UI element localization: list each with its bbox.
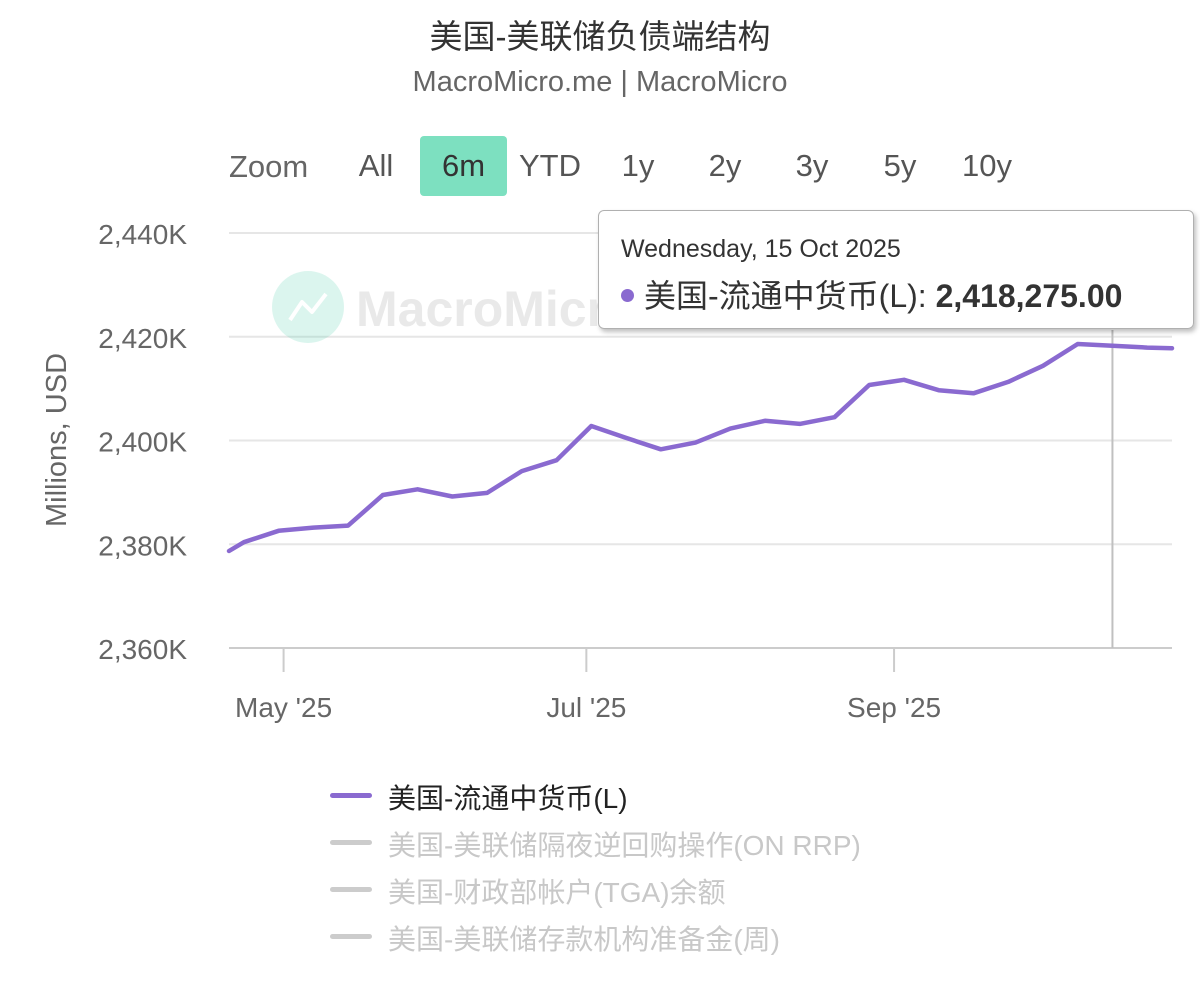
zoom-2y-button[interactable]: 2y: [708, 148, 742, 183]
legend-label: 美国-美联储存款机构准备金(周): [388, 924, 780, 955]
zoom-label: Zoom: [229, 149, 309, 184]
zoom-3y-button[interactable]: 3y: [795, 148, 829, 183]
chart-subtitle: MacroMicro.me | MacroMicro: [412, 66, 788, 98]
legend-label: 美国-财政部帐户(TGA)余额: [388, 877, 726, 908]
series-line-currency-in-circulation[interactable]: [226, 341, 1175, 554]
y-tick-label: 2,380K: [98, 530, 187, 561]
chart-title: 美国-美联储负债端结构: [429, 18, 771, 55]
y-tick-label: 2,360K: [98, 634, 187, 665]
x-tick-label: Jul '25: [546, 692, 626, 723]
tooltip-series-name: 美国-流通中货币(L):: [644, 278, 936, 314]
tooltip-value: 2,418,275.00: [935, 278, 1123, 314]
zoom-6m-button[interactable]: 6m: [420, 136, 507, 196]
zoom-bar: Zoom All 6m YTD 1y 2y 3y 5y 10y: [0, 136, 1200, 196]
legend-line-icon: [330, 887, 372, 892]
legend-label: 美国-美联储隔夜逆回购操作(ON RRP): [388, 830, 861, 861]
tooltip: Wednesday, 15 Oct 2025 美国-流通中货币(L): 2,41…: [598, 210, 1194, 329]
x-axis: May '25 Jul '25 Sep '25: [235, 648, 941, 723]
watermark-text: MacroMicro: [356, 281, 637, 337]
tooltip-row: 美国-流通中货币(L): 2,418,275.00: [621, 271, 1122, 317]
y-tick-label: 2,400K: [98, 427, 187, 458]
y-tick-label: 2,440K: [98, 219, 187, 250]
y-axis-label: Millions, USD: [41, 353, 73, 527]
legend-line-icon: [330, 934, 372, 939]
tooltip-date: Wednesday, 15 Oct 2025: [621, 235, 901, 263]
x-tick-label: Sep '25: [847, 692, 941, 723]
x-tick-label: May '25: [235, 692, 332, 723]
tooltip-series-dot-icon: [621, 289, 634, 303]
zoom-1y-button[interactable]: 1y: [621, 148, 655, 183]
zoom-10y-button[interactable]: 10y: [962, 148, 1012, 183]
zoom-all-button[interactable]: All: [358, 148, 394, 183]
legend-label: 美国-流通中货币(L): [388, 783, 628, 814]
y-tick-label: 2,420K: [98, 323, 187, 354]
y-axis: 2,360K 2,380K 2,400K 2,420K 2,440K: [98, 219, 187, 665]
zoom-ytd-button[interactable]: YTD: [519, 148, 581, 183]
watermark-logo-icon: [272, 271, 344, 343]
watermark: MacroMicro: [272, 271, 637, 343]
legend-line-icon: [330, 793, 372, 798]
legend-line-icon: [330, 840, 372, 845]
watermark-logo-mark: [288, 292, 328, 322]
zoom-5y-button[interactable]: 5y: [883, 148, 917, 183]
